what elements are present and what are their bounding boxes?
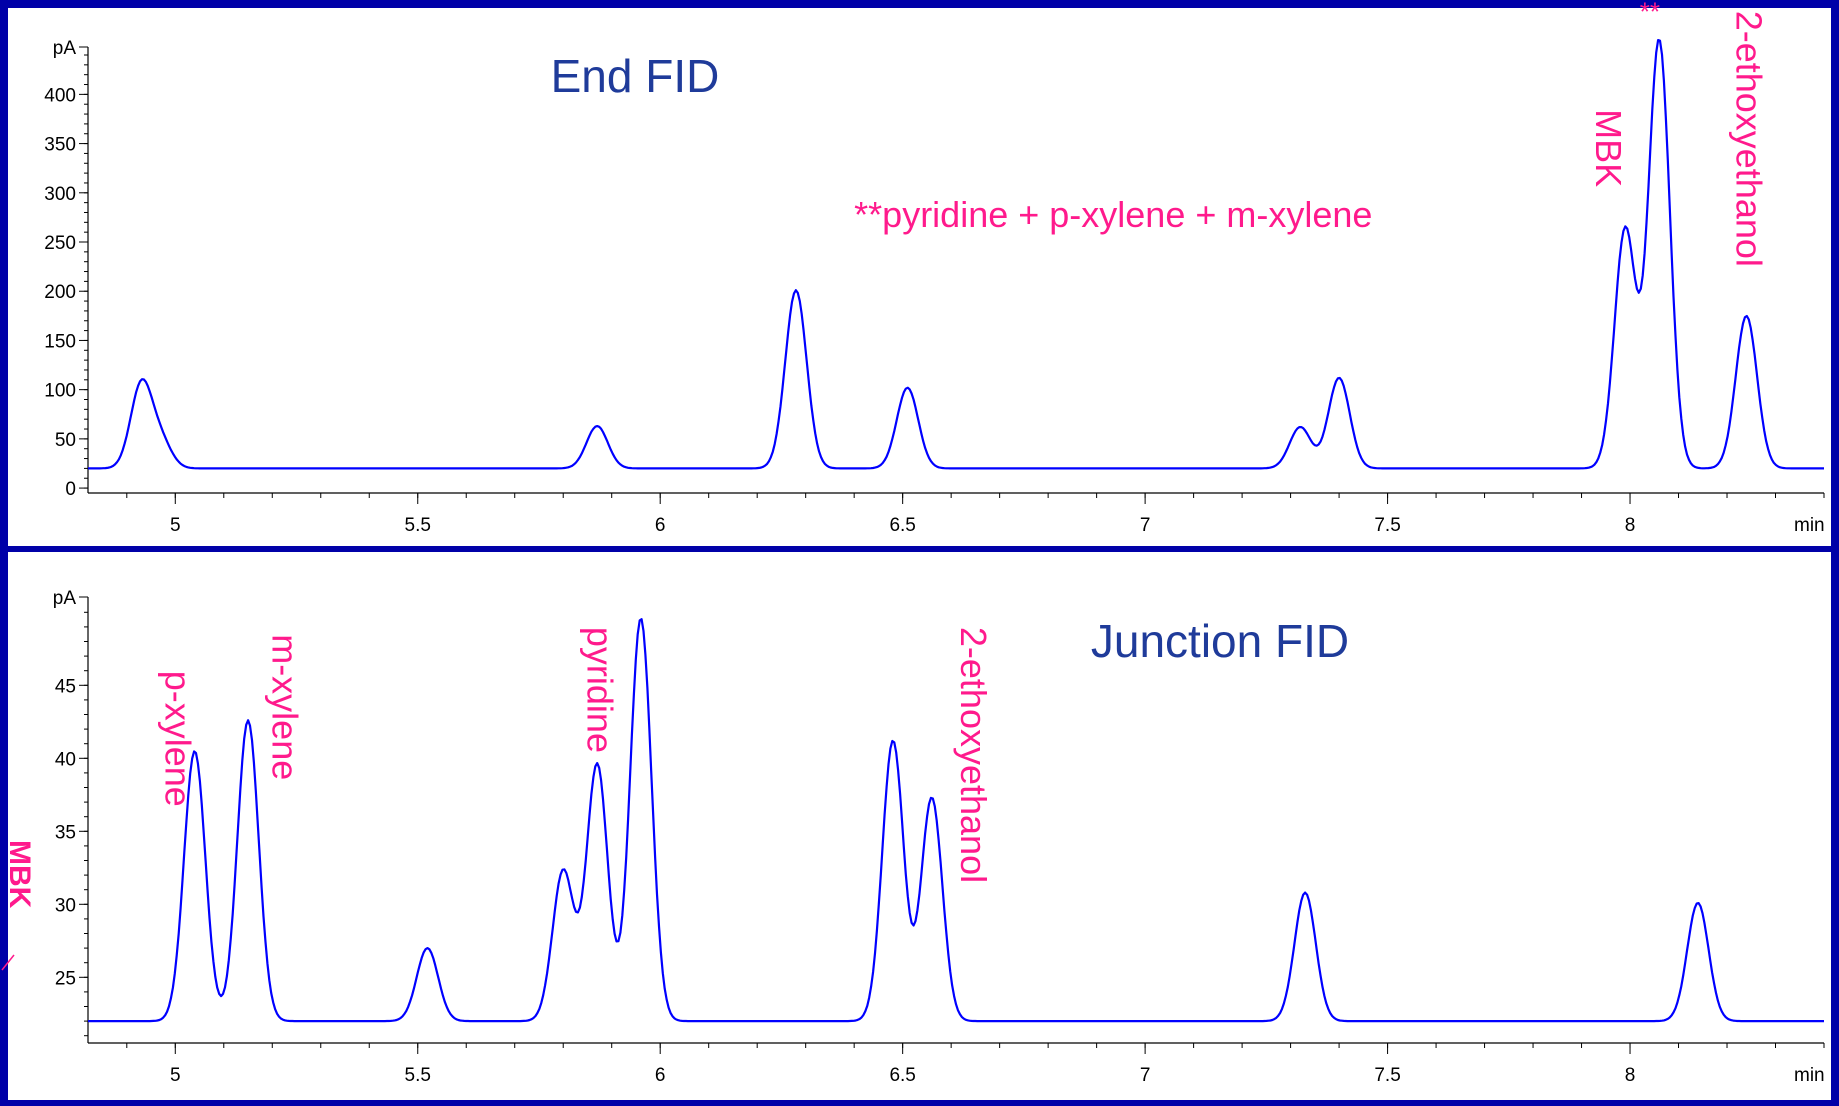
junction-fid-y-tick-label: 35 [55, 822, 76, 843]
end-fid-x-unit-label: min [1794, 515, 1825, 536]
junction-fid-x-tick-label: 5.5 [405, 1065, 431, 1086]
end-fid-y-tick-label: 200 [44, 282, 76, 303]
end-fid-x-tick-label: 5.5 [405, 515, 431, 536]
end-fid-y-unit-label: pA [53, 38, 77, 59]
side-mbk-pointer [1, 954, 15, 971]
end-fid-y-tick-label: 400 [44, 85, 76, 106]
end-fid-signal-trace [88, 39, 1824, 470]
junction-fid-plot-area [8, 552, 1831, 1100]
junction-fid-panel: 25 30 35 40 45 pA 5 5.5 6 6.5 7 7.5 8 min Junction FID… [8, 552, 1831, 1100]
end-fid-y-tick-label: 300 [44, 184, 76, 205]
end-fid-peak-annotation: 2-ethoxyethanol [1729, 11, 1770, 267]
end-fid-y-tick-label: 100 [44, 381, 76, 402]
end-fid-peak-annotation: **pyridine + p-xylene + m-xylene [854, 194, 1372, 235]
junction-fid-x-tick-label: 7.5 [1374, 1065, 1400, 1086]
end-fid-y-tick-label: 250 [44, 233, 76, 254]
end-fid-x-tick-label: 5 [170, 515, 181, 536]
end-fid-y-tick-label: 350 [44, 135, 76, 156]
end-fid-x-tick-label: 6.5 [889, 515, 915, 536]
junction-fid-y-tick-label: 30 [55, 895, 76, 916]
junction-fid-y-unit-label: pA [53, 588, 77, 609]
end-fid-y-tick-label: 150 [44, 331, 76, 352]
junction-fid-x-unit-label: min [1794, 1065, 1825, 1086]
end-fid-x-tick-label: 8 [1625, 515, 1636, 536]
end-fid-plot-area [8, 8, 1831, 546]
junction-fid-peak-annotation: m-xylene [264, 634, 305, 780]
junction-fid-y-tick-label: 25 [55, 968, 76, 989]
junction-fid-peak-annotation: pyridine [580, 627, 621, 753]
junction-fid-x-tick-label: 6 [655, 1065, 666, 1086]
end-fid-y-tick-label: 50 [55, 430, 76, 451]
junction-fid-title: Junction FID [1091, 615, 1349, 667]
end-fid-x-tick-label: 6 [655, 515, 666, 536]
side-mbk-label: MBK [1, 840, 36, 971]
end-fid-panel: 0 50 100 150 200 250 300 350 400 pA 5 5.5 6 6.5 7 7.5 8 m… [8, 0, 1831, 546]
junction-fid-peak-annotation: p-xylene [158, 671, 199, 807]
junction-fid-y-tick-label: 40 [55, 749, 76, 770]
end-fid-peak-annotation: MBK [1588, 109, 1629, 187]
junction-fid-x-tick-label: 8 [1625, 1065, 1636, 1086]
side-mbk-text: MBK [3, 840, 36, 909]
end-fid-x-tick-label: 7 [1140, 515, 1151, 536]
end-fid-x-tick-label: 7.5 [1374, 515, 1400, 536]
junction-fid-signal-trace [88, 618, 1824, 1023]
end-fid-y-tick-label: 0 [65, 479, 76, 500]
junction-fid-peak-annotation: 2-ethoxyethanol [953, 627, 994, 883]
end-fid-title: End FID [551, 50, 720, 102]
junction-fid-x-tick-label: 7 [1140, 1065, 1151, 1086]
junction-fid-x-tick-label: 5 [170, 1065, 181, 1086]
junction-fid-x-tick-label: 6.5 [889, 1065, 915, 1086]
end-fid-peak-annotation: ** [1640, 0, 1660, 27]
junction-fid-y-tick-label: 45 [55, 676, 76, 697]
